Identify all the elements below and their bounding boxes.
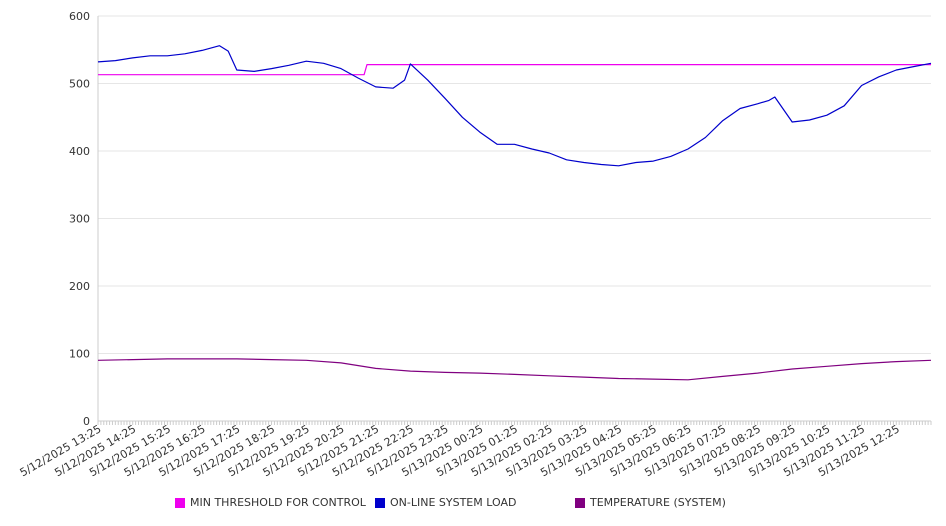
gridlines <box>98 15 931 354</box>
legend-label-temperature: TEMPERATURE (SYSTEM) <box>590 496 726 509</box>
y-tick-label: 200 <box>69 280 90 293</box>
y-tick-labels: 0 100 200 300 400 500 600 <box>69 10 90 428</box>
y-tick-label: 600 <box>69 10 90 23</box>
y-tick-label: 300 <box>69 213 90 226</box>
line-chart: 0 100 200 300 400 500 600 5/12/2025 13:255/12/… <box>18 10 932 479</box>
y-tick-label: 500 <box>69 78 90 91</box>
axes <box>97 16 932 425</box>
series-line-min-threshold <box>98 63 931 76</box>
legend-item-temperature[interactable]: TEMPERATURE (SYSTEM) <box>575 496 726 509</box>
series-line-temperature <box>97 358 932 381</box>
x-tick-labels: 5/12/2025 13:255/12/2025 14:255/12/2025 … <box>18 422 902 479</box>
legend-swatch-system-load <box>375 497 385 508</box>
y-tick-label: 400 <box>69 145 90 158</box>
y-tick-label: 0 <box>83 415 90 428</box>
legend-swatch-temperature <box>575 497 585 508</box>
y-tick-label: 100 <box>69 348 90 361</box>
legend-item-system-load[interactable]: ON-LINE SYSTEM LOAD <box>375 496 516 509</box>
legend-item-min-threshold[interactable]: MIN THRESHOLD FOR CONTROL <box>175 496 366 509</box>
legend-label-min-threshold: MIN THRESHOLD FOR CONTROL <box>190 496 366 509</box>
series-lines <box>97 45 932 381</box>
legend-swatch-min-threshold <box>175 497 185 508</box>
legend-label-system-load: ON-LINE SYSTEM LOAD <box>390 496 517 509</box>
legend: MIN THRESHOLD FOR CONTROL ON-LINE SYSTEM… <box>0 496 946 516</box>
series-line-system-load <box>97 45 932 167</box>
